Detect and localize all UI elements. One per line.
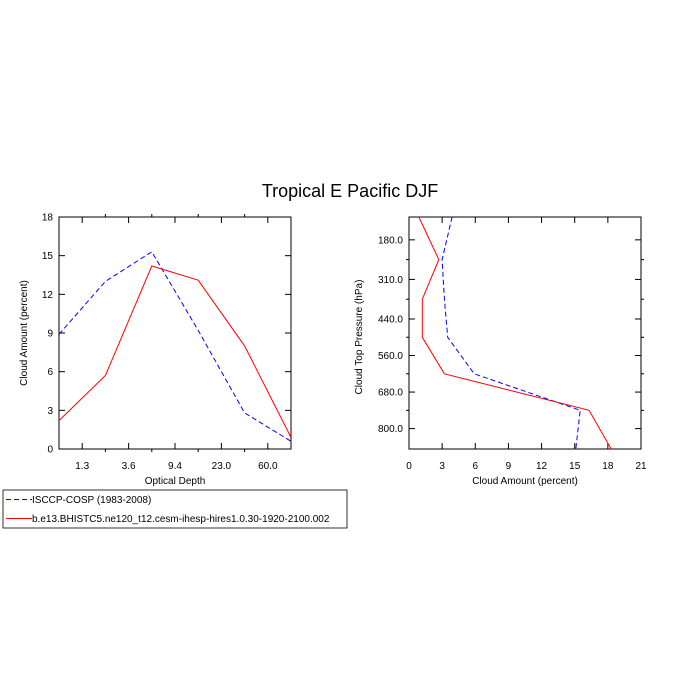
legend-frame <box>2 489 348 529</box>
left-x-tick-label: 9.4 <box>168 461 182 472</box>
right-y-tick-label: 310.0 <box>378 275 403 286</box>
right-y-tick-label: 440.0 <box>378 314 403 325</box>
right-series-isccp-line <box>441 216 581 450</box>
legend-label-isccp: ISCCP-COSP (1983-2008) <box>32 495 151 506</box>
right-x-tick-label: 0 <box>406 461 412 472</box>
right-y-axis-label: Cloud Top Pressure (hPa) <box>354 280 365 395</box>
right-x-tick-label: 6 <box>473 461 479 472</box>
legend: ISCCP-COSP (1983-2008) b.e13.BHISTC5.ne1… <box>2 489 348 529</box>
right-x-tick-label: 3 <box>439 461 445 472</box>
right-series <box>418 216 612 450</box>
left-y-tick-label: 0 <box>47 445 53 456</box>
left-y-tick-label: 18 <box>42 213 54 224</box>
left-series-isccp-line <box>58 251 292 442</box>
right-ticks: 0 3 6 9 12 15 18 21 180.0 310.0 440.0 560.0 680.0 800… <box>378 217 647 472</box>
left-y-tick-label: 9 <box>47 329 53 340</box>
left-y-axis-label: Cloud Amount (percent) <box>19 280 30 386</box>
optical-depth-panel: 0 3 6 9 12 15 18 1.3 3.6 9.4 23.0 60.0 Optical Dept… <box>19 213 292 487</box>
left-y-tick-label: 3 <box>47 406 53 417</box>
right-x-tick-label: 9 <box>506 461 512 472</box>
left-x-tick-label: 1.3 <box>75 461 89 472</box>
right-series-model-line <box>418 216 612 450</box>
right-x-tick-label: 21 <box>635 461 647 472</box>
left-plot-frame <box>58 216 292 450</box>
left-series-model-line <box>58 265 292 438</box>
left-y-tick-label: 15 <box>42 251 54 262</box>
left-x-axis-label: Optical Depth <box>145 476 206 487</box>
left-x-tick-label: 60.0 <box>258 461 278 472</box>
right-plot-frame <box>408 216 642 450</box>
figure-title: Tropical E Pacific DJF <box>262 181 438 201</box>
right-y-tick-label: 560.0 <box>378 351 403 362</box>
right-x-tick-label: 15 <box>569 461 581 472</box>
pressure-panel: 0 3 6 9 12 15 18 21 180.0 310.0 440.0 560.0 680.0 800… <box>354 216 647 487</box>
left-x-tick-label: 3.6 <box>122 461 136 472</box>
right-x-axis-label: Cloud Amount (percent) <box>472 476 578 487</box>
left-y-tick-label: 6 <box>47 367 53 378</box>
right-y-tick-label: 680.0 <box>378 388 403 399</box>
left-y-tick-label: 12 <box>42 290 54 301</box>
right-x-tick-label: 12 <box>536 461 548 472</box>
left-x-tick-label: 23.0 <box>212 461 232 472</box>
left-series <box>58 251 292 442</box>
right-x-tick-label: 18 <box>602 461 614 472</box>
right-y-tick-label: 800.0 <box>378 424 403 435</box>
left-ticks: 0 3 6 9 12 15 18 1.3 3.6 9.4 23.0 60.0 <box>42 213 291 472</box>
right-y-tick-label: 180.0 <box>378 235 403 246</box>
legend-label-model: b.e13.BHISTC5.ne120_t12.cesm-ihesp-hires… <box>32 514 330 525</box>
